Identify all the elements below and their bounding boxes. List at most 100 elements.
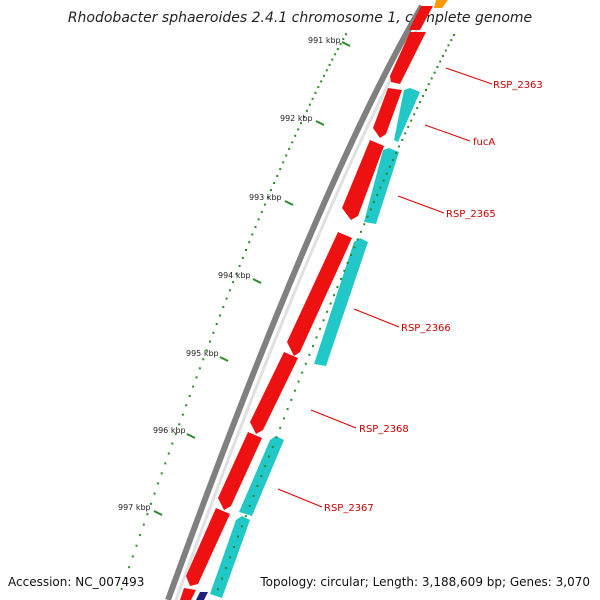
- minor-tick: [304, 362, 307, 365]
- minor-tick: [291, 141, 294, 144]
- gene-arrow: [180, 588, 196, 600]
- minor-tick: [282, 417, 285, 420]
- minor-tick: [235, 272, 238, 275]
- gene-arrow: [373, 88, 402, 138]
- ruler-tick: [186, 433, 196, 439]
- ruler-label: 994 kbp: [218, 271, 251, 280]
- minor-tick: [336, 48, 339, 51]
- minor-tick: [293, 389, 296, 392]
- minor-tick: [225, 297, 228, 300]
- minor-tick: [315, 336, 318, 339]
- minor-tick: [263, 203, 266, 206]
- minor-tick: [185, 404, 188, 407]
- minor-tick: [260, 475, 263, 478]
- minor-tick: [376, 193, 379, 196]
- minor-tick: [314, 91, 317, 94]
- minor-tick: [339, 277, 342, 280]
- minor-tick: [388, 165, 391, 168]
- minor-tick: [209, 340, 211, 343]
- minor-tick: [219, 314, 221, 317]
- gene-arrow: [409, 6, 433, 30]
- minor-tick: [363, 223, 366, 226]
- gene-arrow: [250, 352, 298, 434]
- minor-tick: [369, 208, 372, 211]
- minor-tick: [212, 331, 215, 334]
- minor-tick: [385, 172, 388, 175]
- minor-tick: [128, 566, 131, 569]
- ruler-tick: [219, 356, 229, 362]
- minor-tick: [120, 588, 123, 590]
- gene-arrow: [342, 140, 384, 220]
- minor-tick: [139, 534, 142, 537]
- minor-tick: [436, 66, 439, 68]
- minor-tick: [286, 408, 289, 411]
- minor-tick: [267, 196, 269, 199]
- minor-tick: [419, 101, 422, 103]
- minor-tick: [225, 566, 228, 569]
- minor-tick: [229, 556, 232, 559]
- minor-tick: [279, 426, 282, 429]
- ruler-tick: [341, 41, 351, 47]
- minor-tick: [248, 505, 251, 507]
- minor-tick: [142, 523, 145, 526]
- minor-tick: [192, 385, 195, 388]
- minor-tick: [300, 122, 302, 125]
- minor-tick: [171, 442, 174, 445]
- minor-tick: [322, 319, 325, 322]
- minor-tick: [410, 119, 413, 122]
- minor-tick: [356, 238, 359, 241]
- minor-tick: [345, 33, 347, 36]
- minor-tick: [325, 69, 328, 72]
- minor-tick: [303, 115, 305, 118]
- ruler: 991 kbp 992 kbp 993 kbp 994 kbp 995 kbp …: [118, 36, 351, 516]
- minor-tick: [257, 218, 260, 221]
- gene-label: RSP_2367: [324, 503, 374, 514]
- minor-tick: [404, 132, 407, 135]
- ruler-label: 997 kbp: [118, 503, 151, 512]
- minor-tick: [256, 484, 259, 487]
- minor-tick: [254, 225, 257, 228]
- minor-tick: [311, 97, 314, 100]
- minor-tick: [425, 89, 427, 91]
- minor-tick: [146, 513, 149, 516]
- minor-tick: [294, 134, 297, 137]
- minor-tick: [135, 544, 138, 547]
- minor-tick: [285, 154, 288, 157]
- minor-tick: [422, 95, 425, 97]
- minor-tick: [308, 353, 311, 356]
- minor-tick: [270, 189, 272, 192]
- minor-tick: [252, 494, 255, 497]
- minor-tick: [430, 77, 433, 80]
- minor-tick: [301, 371, 304, 374]
- minor-tick: [382, 179, 385, 182]
- leader-line: [445, 67, 493, 85]
- minor-tick: [339, 43, 342, 46]
- minor-tick: [398, 145, 401, 148]
- ruler-label: 993 kbp: [249, 193, 282, 202]
- minor-tick: [160, 472, 163, 475]
- minor-tick: [245, 249, 247, 251]
- ruler-tick: [252, 278, 262, 284]
- minor-tick: [238, 264, 241, 267]
- minor-tick: [366, 215, 369, 218]
- minor-tick: [333, 294, 335, 297]
- minor-tick: [264, 465, 267, 468]
- minor-tick: [251, 233, 254, 236]
- minor-tick: [164, 462, 167, 465]
- gene-label: RSP_2365: [446, 209, 496, 220]
- minor-tick: [273, 182, 276, 184]
- minor-tick: [427, 83, 430, 86]
- minor-tick: [379, 186, 382, 189]
- leader-line: [310, 409, 357, 429]
- gene-arrow: [394, 88, 420, 142]
- minor-tick: [167, 452, 170, 455]
- minor-tick: [353, 246, 356, 249]
- minor-tick: [305, 109, 308, 112]
- minor-tick: [178, 423, 181, 426]
- minor-tick: [202, 358, 205, 361]
- minor-tick: [312, 345, 314, 348]
- minor-tick: [395, 152, 398, 155]
- minor-tick: [373, 201, 375, 204]
- minor-tick: [444, 49, 447, 52]
